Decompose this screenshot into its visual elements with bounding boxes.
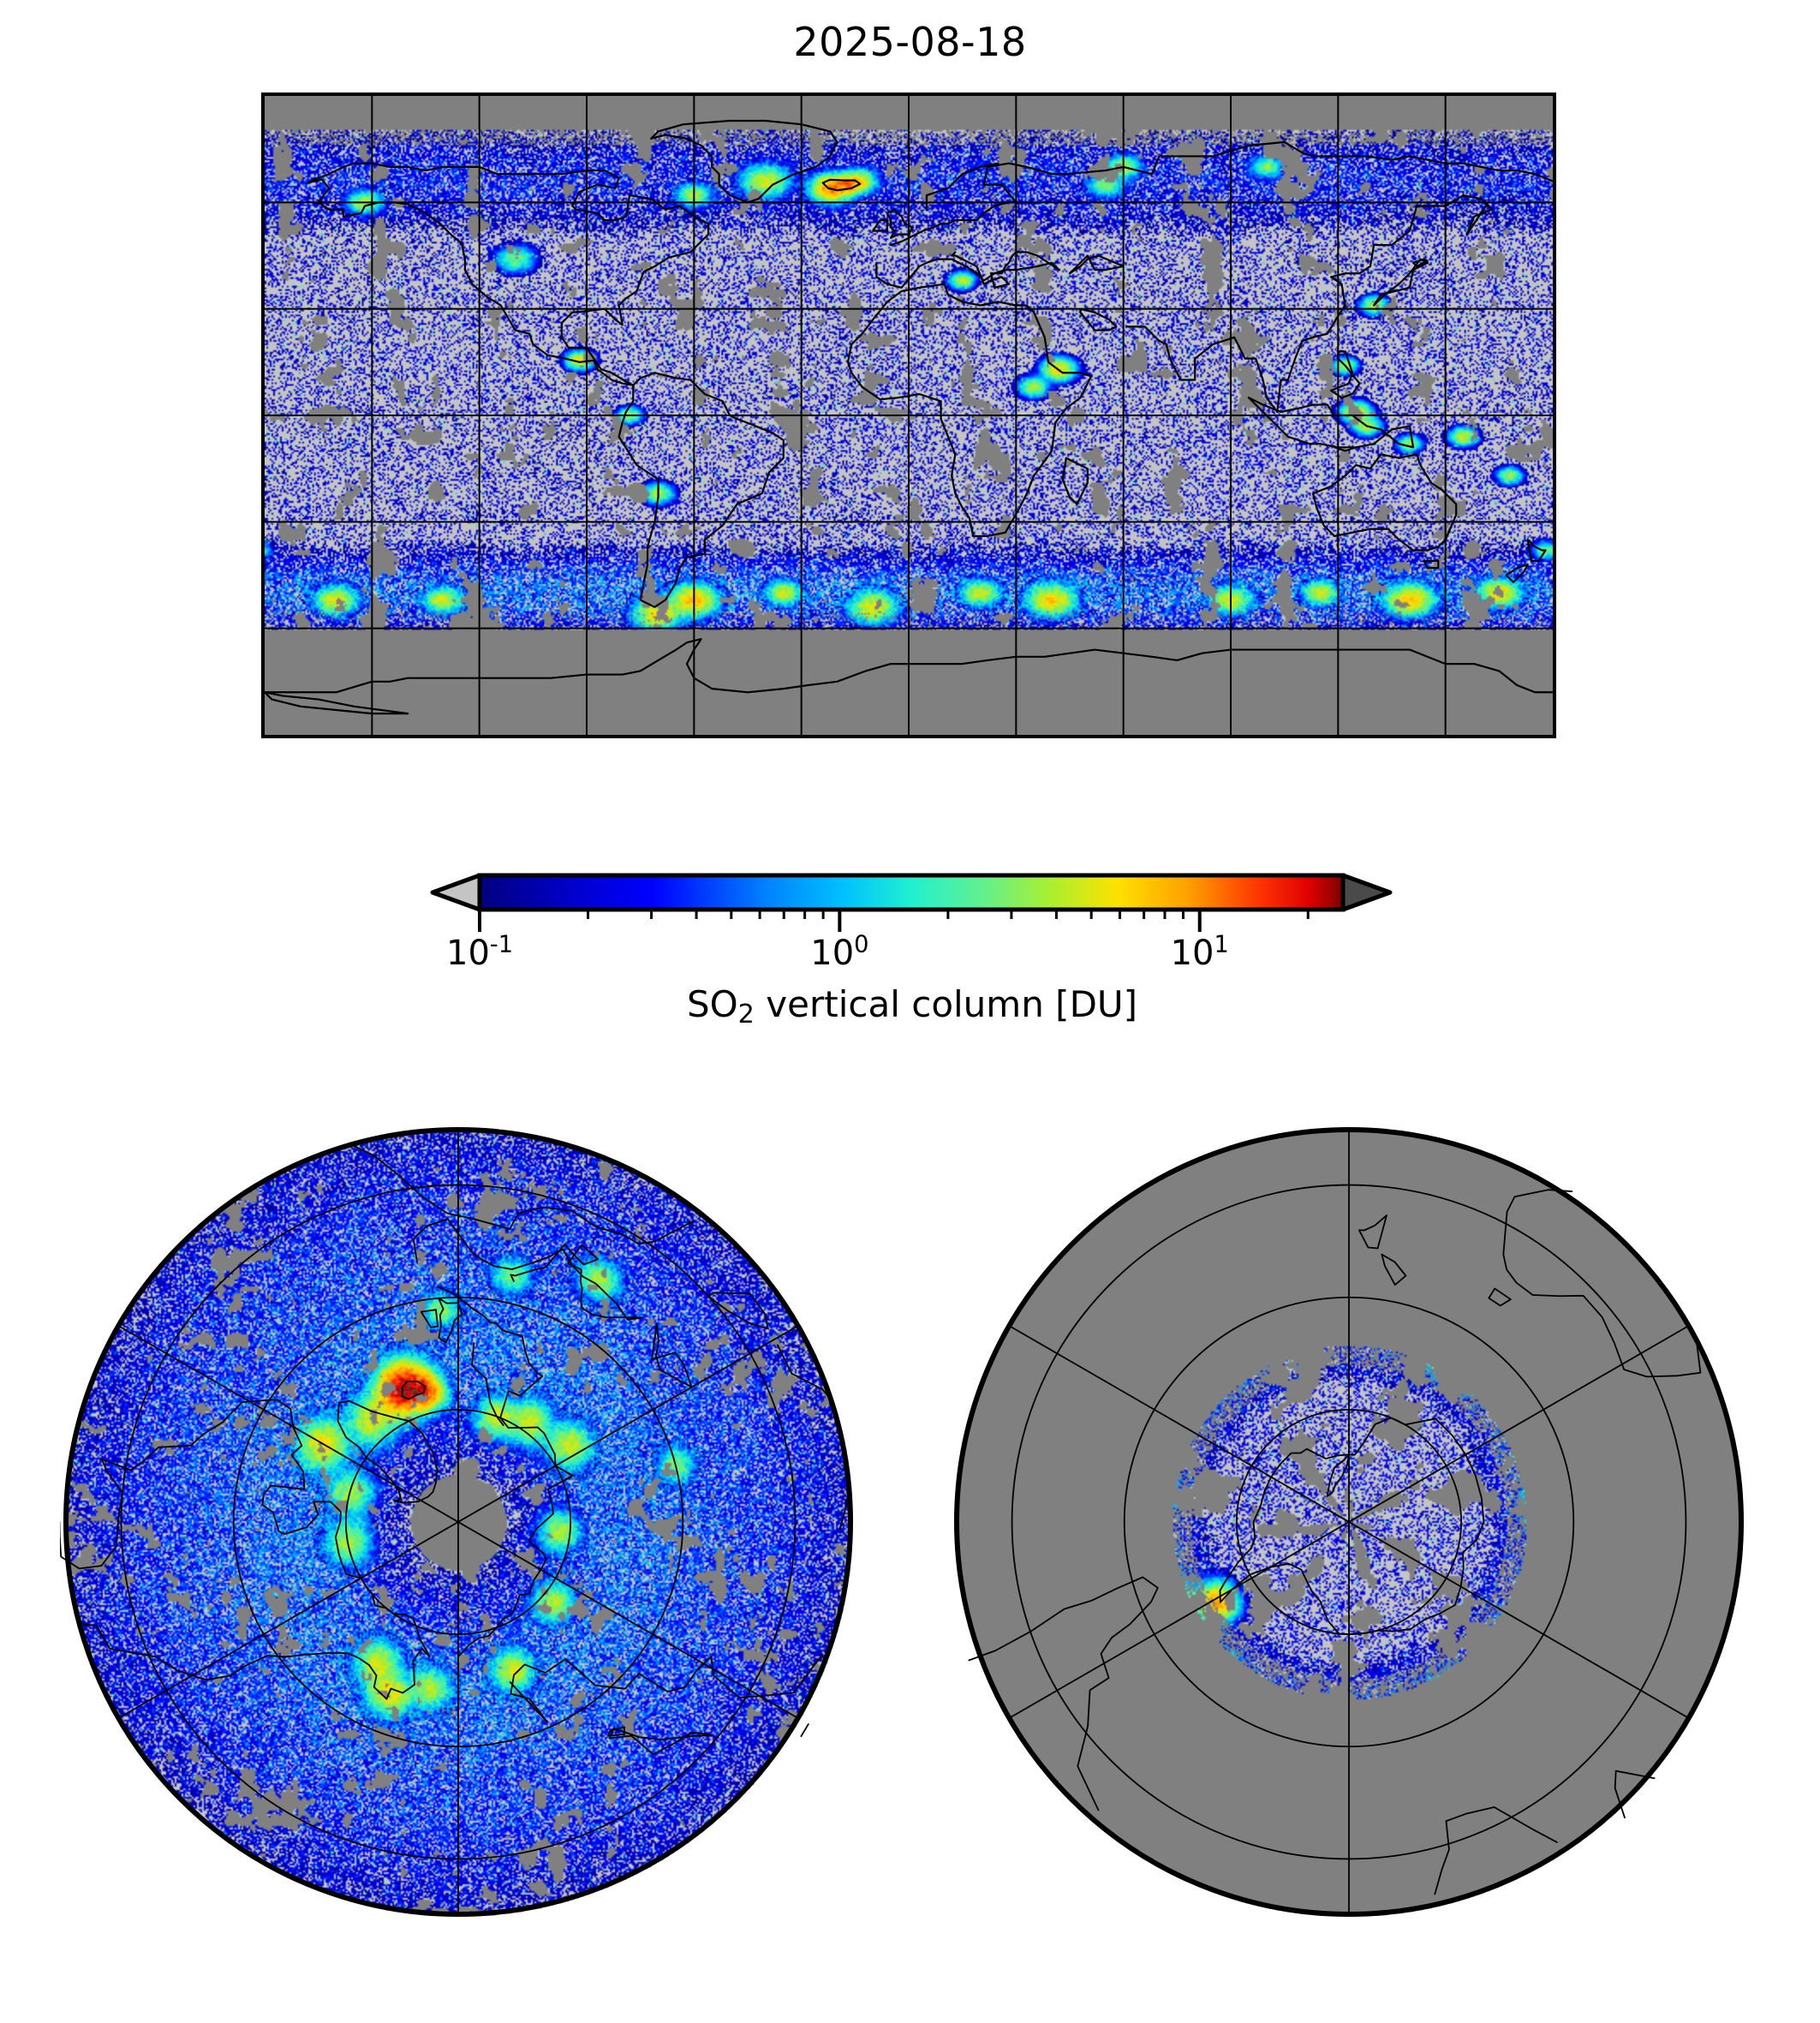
- coastline-path: [651, 1322, 693, 1388]
- coastline-path: [437, 1286, 574, 1658]
- colorbar-axis-label: SO2 vertical column [DU]: [686, 983, 1138, 1029]
- coastline-path: [1247, 397, 1415, 449]
- coastline-path: [650, 119, 838, 204]
- colorbar-tick-label: 100: [810, 931, 869, 973]
- coastline-path: [60, 1399, 431, 1658]
- coastline-path: [872, 218, 889, 232]
- coastline-path: [471, 1342, 504, 1426]
- coastline-path: [509, 1344, 851, 1723]
- global-map-graticule-and-coastlines: [265, 96, 1553, 735]
- coastline-path: [1411, 258, 1429, 268]
- coastline-path: [800, 1723, 809, 1738]
- coastline-path: [420, 1309, 439, 1328]
- north-polar-graticule-layer: [117, 1129, 799, 1915]
- colorbar-tick-label: 101: [1170, 931, 1229, 973]
- coastline-path: [886, 208, 914, 239]
- meridian-line: [1008, 1324, 1690, 1720]
- coastline-path: [307, 162, 710, 386]
- coastline-path: [925, 162, 1000, 211]
- colorbar-under-arrow: [430, 873, 482, 912]
- global-map-panel: [261, 92, 1556, 738]
- colorbar-graphic: [430, 873, 1393, 932]
- colorbar: 10-1 100 101 SO2 vertical column [DU]: [424, 863, 1400, 1052]
- coastline-path: [265, 638, 1553, 694]
- coastline-path: [1068, 254, 1125, 275]
- coastline-path: [307, 178, 635, 386]
- graticule-layer: [265, 96, 1553, 735]
- coastline-path: [1502, 1189, 1702, 1378]
- coastline-path: [618, 372, 785, 608]
- south-polar-panel: [951, 1124, 1747, 1920]
- coastline-path: [412, 1218, 643, 1321]
- coastline-path: [1329, 350, 1361, 399]
- colorbar-over-arrow: [1340, 873, 1393, 912]
- south-polar-graticule-and-coastlines: [954, 1127, 1744, 1917]
- coastline-path: [821, 178, 862, 192]
- coastline-path: [401, 1381, 427, 1400]
- south-polar-graticule-layer: [1008, 1129, 1690, 1915]
- coastline-path: [337, 1399, 439, 1504]
- south-polar-outer-boundary: [954, 1127, 1744, 1917]
- coastline-path: [1505, 563, 1529, 583]
- coastline-path: [608, 1728, 713, 1756]
- coastline-path: [968, 1576, 1159, 1811]
- coastline-path: [606, 1726, 625, 1737]
- coastline-path: [1061, 457, 1089, 505]
- south-polar-coastline-layer: [968, 1189, 1702, 1895]
- coastline-path: [1311, 453, 1458, 552]
- coastline-path: [1381, 1253, 1407, 1286]
- coastline-path: [846, 283, 1093, 537]
- page-title: 2025-08-18: [793, 19, 1027, 65]
- colorbar-gradient-body: [477, 873, 1346, 912]
- north-polar-panel: [60, 1124, 856, 1920]
- coastline-layer: [265, 119, 1553, 715]
- coastline-path: [1434, 1806, 1558, 1895]
- coastline-path: [1526, 538, 1547, 563]
- north-polar-graticule-and-coastlines: [60, 1127, 853, 1917]
- coastline-path: [349, 1143, 695, 1245]
- meridian-line: [117, 1324, 799, 1720]
- coastline-path: [1373, 258, 1429, 307]
- coastline-path: [1079, 307, 1118, 331]
- coastline-path: [1358, 1214, 1387, 1250]
- coastline-path: [875, 251, 1060, 289]
- coastline-path: [707, 1292, 769, 1330]
- coastline-path: [1488, 1287, 1512, 1307]
- coastline-path: [1326, 1453, 1350, 1497]
- coastline-path: [265, 691, 409, 715]
- coastline-path: [890, 140, 1553, 247]
- coastline-path: [1125, 194, 1494, 413]
- north-polar-coastline-layer: [60, 1143, 851, 1756]
- north-polar-outer-boundary: [63, 1127, 853, 1917]
- coastline-path: [1423, 559, 1440, 570]
- coastline-path: [438, 1297, 463, 1344]
- coastline-path: [1219, 1417, 1485, 1636]
- colorbar-tick-label: 10-1: [445, 931, 514, 973]
- coastline-path: [77, 1622, 431, 1700]
- colorbar-tick-marks: [478, 910, 1310, 932]
